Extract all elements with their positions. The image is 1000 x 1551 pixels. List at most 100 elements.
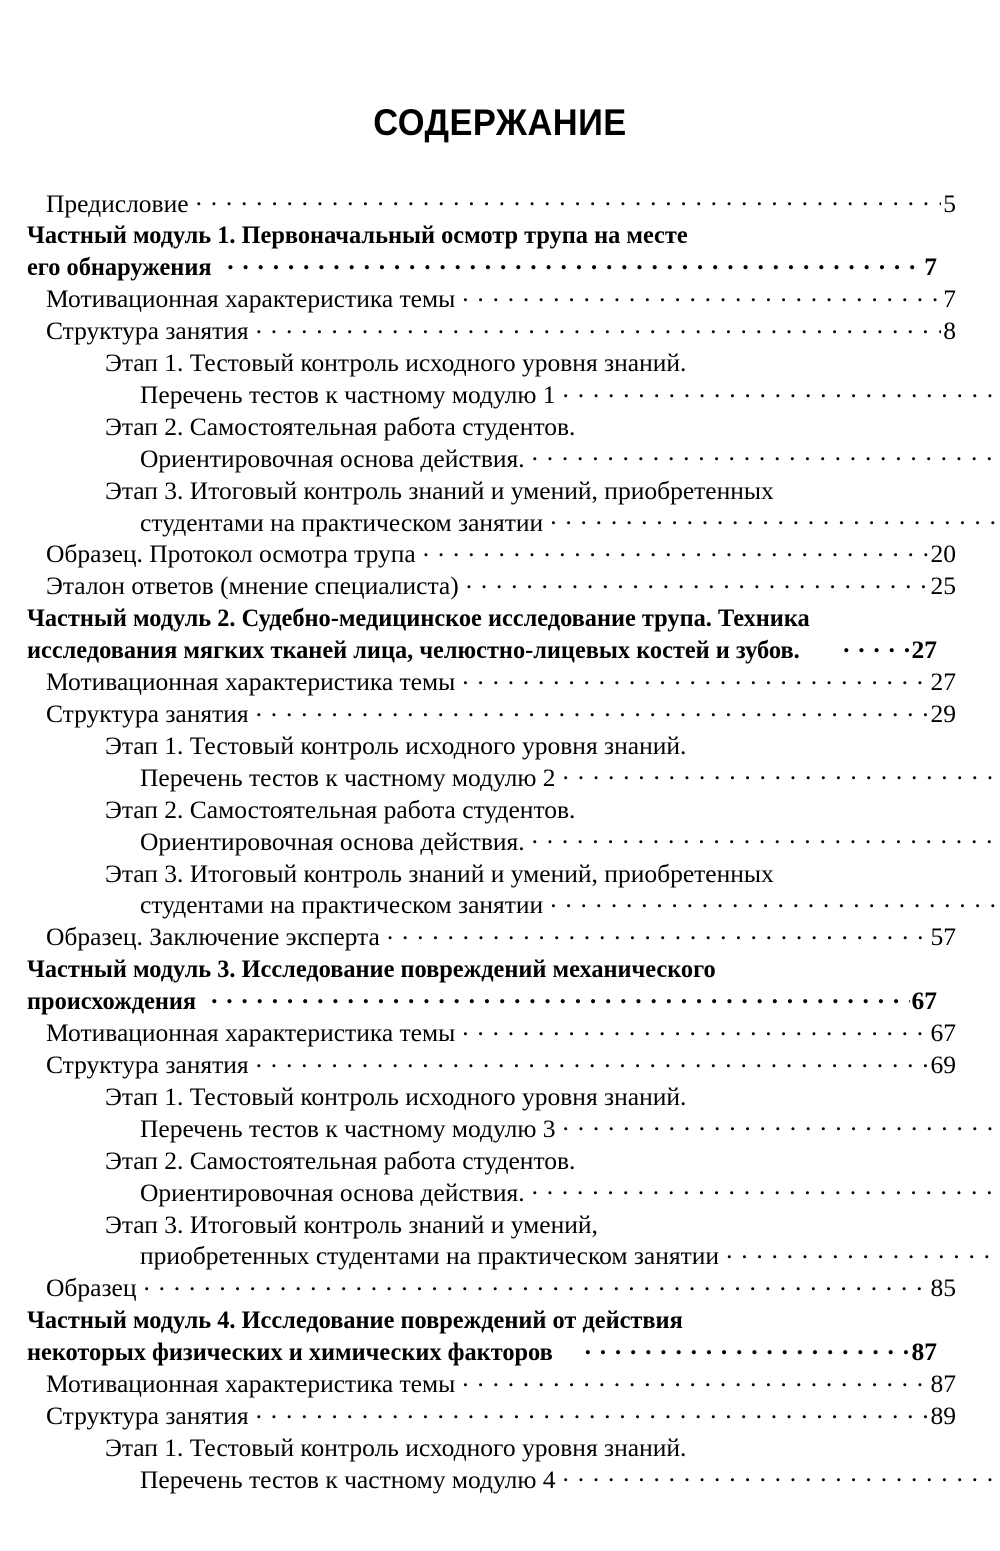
toc-dot-leader — [726, 1239, 1000, 1265]
toc-dot-leader — [387, 920, 929, 946]
toc-entry-label: студентами на практическом занятии — [140, 507, 544, 537]
toc-entry-module-1-l1[interactable]: Частный модуль 1. Первоначальный осмотр … — [27, 218, 937, 250]
toc-dot-leader — [144, 1271, 929, 1297]
toc-entry-module-3-l1[interactable]: Частный модуль 3. Исследование поврежден… — [27, 952, 937, 984]
toc-entry-label: Этап 2. Самостоятельная работа студентов… — [105, 794, 576, 824]
toc-entry-label: Частный модуль 2. Судебно-медицинское ис… — [27, 603, 810, 633]
toc-entry-label: Этап 1. Тестовый контроль исходного уров… — [105, 348, 687, 378]
toc-dot-leader — [550, 888, 1000, 914]
toc-entry-label: Эталон ответов (мнение специалиста) — [46, 571, 459, 601]
toc-entry-label: Структура занятия — [46, 316, 249, 346]
toc-entry-m2-sample[interactable]: Образец. Заключение эксперта 57 — [46, 920, 956, 952]
toc-entry-page-number: 69 — [930, 1049, 957, 1079]
toc-entry-m2-stage1-a[interactable]: Этап 1. Тестовый контроль исходного уров… — [105, 728, 1000, 760]
toc-entry-m1-motivation[interactable]: Мотивационная характеристика темы 7 — [46, 282, 956, 314]
toc-entry-m3-sample[interactable]: Образец 85 — [46, 1271, 956, 1303]
toc-entry-preface[interactable]: Предисловие 5 — [46, 186, 956, 218]
toc-entry-label: Мотивационная характеристика темы — [46, 284, 456, 314]
toc-entry-label: Перечень тестов к частному модулю 1 — [140, 379, 556, 409]
toc-entry-m1-stage2-b[interactable]: Ориентировочная основа действия.12 — [140, 441, 1000, 473]
toc-entry-page-number: 87 — [911, 1337, 938, 1367]
toc-entry-m3-stage2-a[interactable]: Этап 2. Самостоятельная работа студентов… — [105, 1143, 1000, 1175]
toc-entry-m4-stage1-b[interactable]: Перечень тестов к частному модулю 489 — [140, 1462, 1000, 1494]
toc-entry-label: Частный модуль 3. Исследование поврежден… — [27, 954, 716, 984]
toc-entry-m2-stage3-b[interactable]: студентами на практическом занятии57 — [140, 888, 1000, 920]
toc-entry-m2-stage3-a[interactable]: Этап 3. Итоговый контроль знаний и умени… — [105, 856, 1000, 888]
toc-entry-page-number: 87 — [930, 1369, 957, 1399]
toc-entry-m1-stage3-a[interactable]: Этап 3. Итоговый контроль знаний и умени… — [105, 473, 1000, 505]
toc-list: Предисловие 5 Частный модуль 1. Первоначал… — [27, 186, 1000, 1494]
toc-entry-m1-stage3-b[interactable]: студентами на практическом занятии19 — [140, 505, 1000, 537]
toc-entry-label: Структура занятия — [46, 1049, 249, 1079]
toc-entry-page-number: 20 — [930, 539, 957, 569]
toc-dot-leader — [462, 1367, 928, 1393]
toc-entry-page-number: 89 — [930, 1400, 957, 1430]
toc-entry-m2-stage1-b[interactable]: Перечень тестов к частному модулю 229 — [140, 760, 1000, 792]
toc-dot-leader — [843, 633, 909, 659]
toc-entry-m2-stage2-a[interactable]: Этап 2. Самостоятельная работа студентов… — [105, 792, 1000, 824]
toc-entry-module-2-l1[interactable]: Частный модуль 2. Судебно-медицинское ис… — [27, 601, 937, 633]
toc-dot-leader — [256, 1047, 929, 1073]
toc-entry-label: Частный модуль 4. Исследование поврежден… — [27, 1305, 683, 1335]
toc-entry-m3-stage3-a[interactable]: Этап 3. Итоговый контроль знаний и умени… — [105, 1207, 1000, 1239]
toc-entry-page-number: 5 — [943, 188, 956, 218]
toc-entry-page-number: 67 — [930, 1018, 957, 1048]
toc-entry-page-number: 57 — [930, 922, 957, 952]
toc-dot-leader — [563, 1111, 1000, 1137]
toc-entry-m3-stage3-b[interactable]: приобретенных студентами на практическом… — [140, 1239, 1000, 1271]
toc-dot-leader — [462, 282, 941, 308]
toc-entry-module-1-l2[interactable]: его обнаружения 7 — [27, 250, 937, 282]
toc-entry-label: Этап 2. Самостоятельная работа студентов… — [105, 1145, 576, 1175]
toc-entry-module-2-l2[interactable]: исследования мягких тканей лица, челюстн… — [27, 633, 937, 665]
toc-dot-leader — [532, 824, 1000, 850]
toc-entry-page-number: 8 — [943, 316, 956, 346]
toc-entry-m4-stage1-a[interactable]: Этап 1. Тестовый контроль исходного уров… — [105, 1430, 1000, 1462]
toc-entry-label: Этап 3. Итоговый контроль знаний и умени… — [105, 858, 774, 888]
toc-entry-m3-structure[interactable]: Структура занятия 69 — [46, 1047, 956, 1079]
toc-dot-leader — [462, 665, 928, 691]
toc-entry-m1-stage1-b[interactable]: Перечень тестов к частному модулю 18 — [140, 377, 1000, 409]
toc-dot-leader — [532, 1175, 1000, 1201]
toc-entry-m3-stage1-a[interactable]: Этап 1. Тестовый контроль исходного уров… — [105, 1079, 1000, 1111]
toc-entry-m1-stage2-a[interactable]: Этап 2. Самостоятельная работа студентов… — [105, 409, 1000, 441]
toc-entry-m3-stage2-b[interactable]: Ориентировочная основа действия.73 — [140, 1175, 1000, 1207]
toc-entry-label: студентами на практическом занятии — [140, 890, 544, 920]
toc-entry-label: Перечень тестов к частному модулю 2 — [140, 762, 556, 792]
toc-entry-label: происхождения — [27, 986, 197, 1016]
toc-entry-label: Перечень тестов к частному модулю 3 — [140, 1113, 556, 1143]
toc-entry-m3-motivation[interactable]: Мотивационная характеристика темы 67 — [46, 1016, 956, 1048]
toc-entry-module-3-l2[interactable]: происхождения 67 — [27, 984, 937, 1016]
toc-entry-page-number: 7 — [924, 252, 937, 282]
toc-entry-label: Частный модуль 1. Первоначальный осмотр … — [27, 220, 688, 250]
toc-entry-page-number: 27 — [911, 635, 938, 665]
toc-entry-page-number: 29 — [930, 699, 957, 728]
toc-dot-leader — [466, 569, 929, 595]
toc-dot-leader — [550, 505, 1000, 531]
toc-entry-m4-structure[interactable]: Структура занятия 89 — [46, 1398, 956, 1430]
toc-dot-leader — [196, 186, 942, 212]
toc-entry-m3-stage1-b[interactable]: Перечень тестов к частному модулю 369 — [140, 1111, 1000, 1143]
toc-entry-label: Ориентировочная основа действия. — [140, 826, 525, 856]
toc-entry-label: Мотивационная характеристика темы — [46, 1369, 456, 1399]
toc-dot-leader — [256, 1398, 929, 1424]
toc-dot-leader — [227, 250, 922, 276]
toc-entry-label: его обнаружения — [27, 252, 212, 282]
toc-dot-leader — [563, 760, 1000, 786]
toc-entry-module-4-l2[interactable]: некоторых физических и химических фактор… — [27, 1335, 937, 1367]
toc-entry-module-4-l1[interactable]: Частный модуль 4. Исследование поврежден… — [27, 1303, 937, 1335]
toc-entry-m1-answers[interactable]: Эталон ответов (мнение специалиста) 25 — [46, 569, 956, 601]
toc-entry-page-number: 25 — [930, 571, 957, 601]
toc-entry-m1-sample[interactable]: Образец. Протокол осмотра трупа 20 — [46, 537, 956, 569]
toc-entry-m2-structure[interactable]: Структура занятия 29 — [46, 697, 956, 729]
toc-entry-m2-stage2-b[interactable]: Ориентировочная основа действия.35 — [140, 824, 1000, 856]
toc-entry-label: Образец. Протокол осмотра трупа — [46, 539, 416, 569]
toc-entry-m1-structure[interactable]: Структура занятия 8 — [46, 314, 956, 346]
toc-dot-leader — [585, 1335, 910, 1361]
toc-entry-label: Мотивационная характеристика темы — [46, 667, 456, 697]
toc-entry-label: исследования мягких тканей лица, челюстн… — [27, 635, 800, 665]
toc-entry-m1-stage1-a[interactable]: Этап 1. Тестовый контроль исходного уров… — [105, 346, 1000, 378]
toc-entry-m4-motivation[interactable]: Мотивационная характеристика темы 87 — [46, 1367, 956, 1399]
toc-entry-label: Предисловие — [46, 188, 189, 218]
toc-entry-m2-motivation[interactable]: Мотивационная характеристика темы 27 — [46, 665, 956, 697]
